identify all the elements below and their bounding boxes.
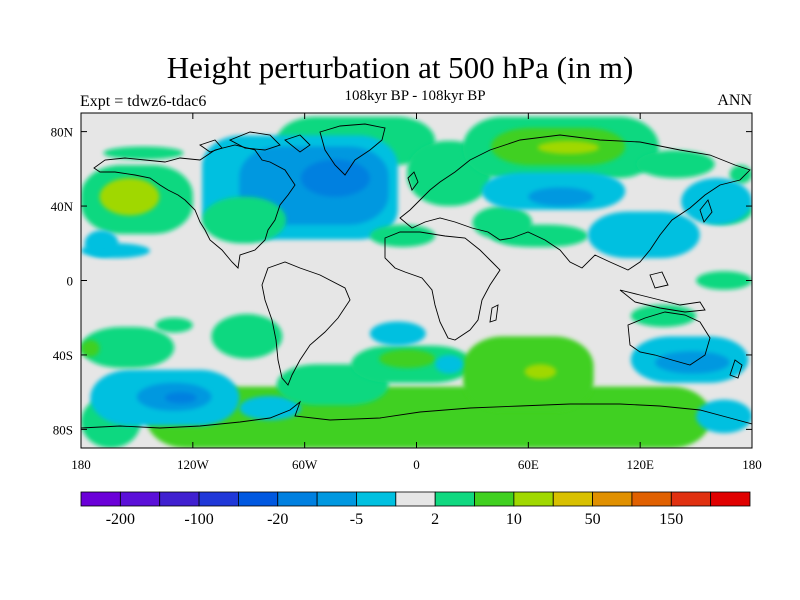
period-label: 108kyr BP - 108kyr BP <box>344 88 486 104</box>
colorbar-swatch <box>710 491 751 507</box>
contour-region <box>202 196 287 244</box>
colorbar-swatch <box>631 491 672 507</box>
contour-region <box>537 140 600 154</box>
lat-tick-label: 80S <box>53 422 73 437</box>
lon-tick-label: 0 <box>413 457 420 472</box>
map-title: Height perturbation at 500 hPa (in m) <box>166 50 634 85</box>
coastline-greenland <box>319 123 386 176</box>
map-axes: 180 120W 60W 0 60E 120E 180 80N 40N 0 40S 80S <box>51 113 762 472</box>
coastline-new-zealand <box>729 359 743 379</box>
colorbar-label: 150 <box>659 511 683 528</box>
lon-tick-label: 120E <box>626 457 654 472</box>
colorbar-swatch <box>434 491 475 507</box>
colorbar-swatch <box>552 491 593 507</box>
lat-tick-label: 40N <box>51 199 74 214</box>
contour-region <box>369 321 426 346</box>
experiment-label: Expt = tdwz6-tdac6 <box>80 93 207 110</box>
coastline-south-america <box>261 261 351 386</box>
colorbar-swatch <box>474 491 515 507</box>
colorbar-swatch <box>395 491 436 507</box>
contour-region <box>524 364 557 380</box>
colorbar-label: 2 <box>431 511 439 528</box>
colorbar-swatch <box>159 491 200 507</box>
contour-region <box>636 150 715 179</box>
season-label: ANN <box>717 92 752 109</box>
contour-region <box>472 206 533 240</box>
contour-region <box>81 243 150 259</box>
lat-tick-label: 40S <box>53 348 73 363</box>
colorbar-label: 10 <box>506 511 522 528</box>
coastline-japan <box>699 199 713 223</box>
coastline-africa <box>384 231 501 341</box>
lat-tick-label: 0 <box>67 274 74 289</box>
colorbar-label: -100 <box>184 511 213 528</box>
lon-tick-label: 180 <box>71 457 91 472</box>
lon-tick-label: 60W <box>292 457 318 472</box>
lat-tick-label: 80N <box>51 125 74 140</box>
contour-region <box>630 304 697 328</box>
contour-region <box>239 395 301 421</box>
contour-region <box>81 327 175 368</box>
coastline-madagascar <box>489 304 499 323</box>
lon-tick-label: 60E <box>518 457 539 472</box>
contour-region <box>103 146 184 160</box>
contour-region <box>587 211 700 259</box>
contour-region <box>369 224 436 247</box>
colorbar-label: -20 <box>267 511 288 528</box>
contour-region <box>211 314 283 359</box>
colorbar-swatch <box>356 491 397 507</box>
colorbar-label: -200 <box>106 511 135 528</box>
colorbar-swatch <box>277 491 318 507</box>
coastline-arctic-islands <box>199 131 311 153</box>
coastline-antarctica <box>81 400 752 429</box>
colorbar-swatch <box>238 491 279 507</box>
contour-region <box>681 178 752 225</box>
colorbar-swatch <box>670 491 712 507</box>
colorbar: -200 -100 -20 -5 2 10 50 150 <box>80 491 751 528</box>
contour-region <box>528 187 594 207</box>
coastline-indonesia <box>619 271 706 313</box>
colorbar-swatch <box>592 491 633 507</box>
lon-tick-label: 180 <box>742 457 762 472</box>
coastline-north-america <box>93 144 296 269</box>
contour-region <box>99 178 160 216</box>
contour-region <box>155 317 193 333</box>
colorbar-label: 50 <box>585 511 601 528</box>
colorbar-swatch <box>198 491 239 507</box>
lon-tick-label: 120W <box>177 457 210 472</box>
contour-region <box>300 159 370 197</box>
contour-region <box>435 354 464 374</box>
contour-region <box>81 340 100 357</box>
colorbar-swatch <box>80 491 121 507</box>
colorbar-swatch <box>513 491 554 507</box>
coastline-eurasia <box>399 134 751 271</box>
coastline-britain <box>407 171 419 191</box>
colorbar-swatch <box>119 491 161 507</box>
contour-region <box>655 351 730 374</box>
contour-region <box>379 349 436 368</box>
contour-region <box>164 392 197 404</box>
colorbar-swatch <box>316 491 357 507</box>
coastline-australia <box>627 311 711 366</box>
contour-region <box>696 271 752 290</box>
colorbar-label: -5 <box>350 511 363 528</box>
contour-region <box>729 165 752 184</box>
map-panel: 180 120W 60W 0 60E 120E 180 80N 40N 0 40S 80S <box>51 112 762 472</box>
coastline-layer <box>81 123 752 429</box>
